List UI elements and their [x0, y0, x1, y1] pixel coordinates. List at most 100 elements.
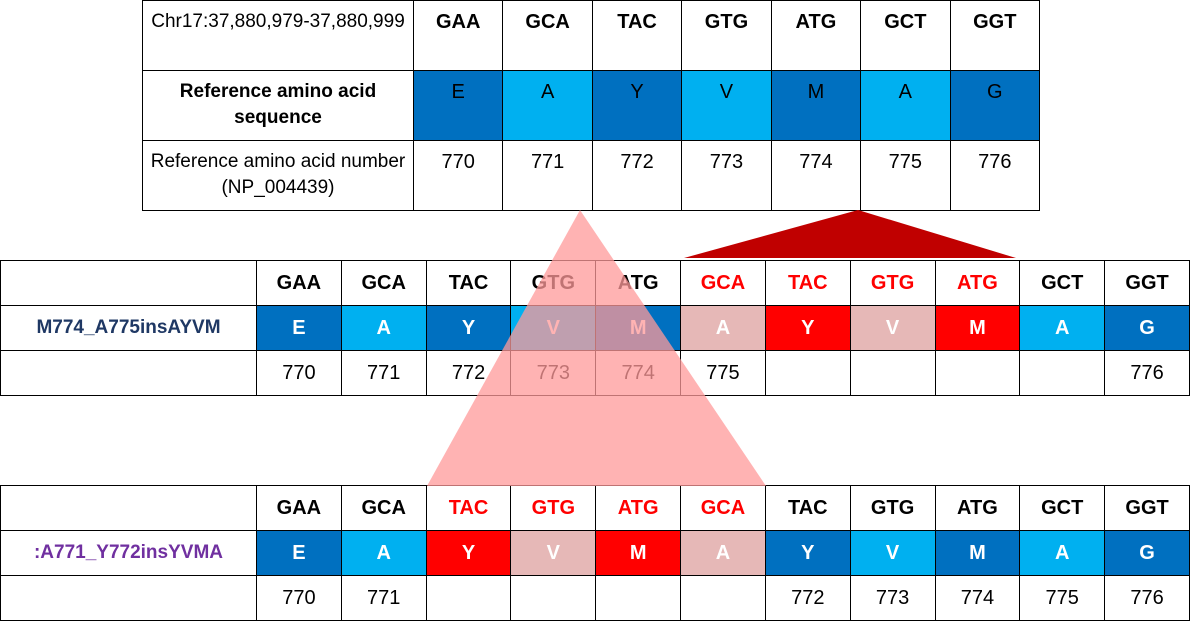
- ref-amino-acid: A: [502, 70, 593, 141]
- ref-aa-number: 771: [502, 140, 593, 211]
- mut1-amino-acid: G: [1104, 305, 1190, 351]
- ref-aa-number: 775: [860, 140, 951, 211]
- mut2-codon: GCA: [340, 485, 427, 531]
- reference-aa-row: Reference amino acid sequence E A Y V M …: [142, 70, 1041, 141]
- mut1-amino-acid: V: [510, 305, 597, 351]
- mut2-aa-number: [510, 575, 597, 621]
- ref-amino-acid: V: [681, 70, 772, 141]
- mut2-amino-acid: Y: [764, 530, 851, 576]
- mut2-codon: GTG: [849, 485, 936, 531]
- mut1-amino-acid: A: [1019, 305, 1106, 351]
- ref-codon: GAA: [412, 0, 504, 71]
- mut2-amino-acid: A: [680, 530, 766, 576]
- mut1-amino-acid: Y: [425, 305, 512, 351]
- mut1-aa-number: [764, 350, 851, 396]
- ref-aa-number: 774: [770, 140, 862, 211]
- empty-cell: [0, 485, 257, 531]
- mut1-codon: GCA: [340, 260, 427, 306]
- mut2-codon: GGT: [1104, 485, 1190, 531]
- mut2-aa-number: 770: [256, 575, 342, 621]
- mut1-aa-number: 774: [595, 350, 682, 396]
- mut2-amino-acid: V: [849, 530, 936, 576]
- mut2-aa-number: 773: [849, 575, 936, 621]
- mut2-amino-acid: E: [256, 530, 342, 576]
- mut1-aa-number: 770: [256, 350, 342, 396]
- mutation1-aa-row: M774_A775insAYVM E A Y V M A Y V M A G: [0, 305, 1190, 351]
- ref-codon: GGT: [949, 0, 1041, 71]
- mutation1-number-row: 770 771 772 773 774 775 776: [0, 350, 1190, 396]
- ref-aa-number: 776: [949, 140, 1041, 211]
- mut2-amino-acid: M: [595, 530, 682, 576]
- ref-codon: GCT: [860, 0, 951, 71]
- ref-amino-acid: Y: [591, 70, 683, 141]
- empty-cell: [0, 350, 257, 396]
- mut1-codon: TAC: [425, 260, 512, 306]
- ref-aa-number: 772: [591, 140, 683, 211]
- ref-amino-acid: A: [860, 70, 951, 141]
- mut1-aa-number: 771: [340, 350, 427, 396]
- mut1-codon: GCT: [1019, 260, 1106, 306]
- mutation1-table: GAA GCA TAC GTG ATG GCA TAC GTG ATG GCT …: [0, 260, 1190, 396]
- mut2-codon: GTG: [510, 485, 597, 531]
- ref-amino-acid: E: [412, 70, 504, 141]
- mut2-codon: GAA: [256, 485, 342, 531]
- ref-codon: GTG: [681, 0, 772, 71]
- ref-aa-number: 773: [681, 140, 772, 211]
- mut2-amino-acid: V: [510, 530, 597, 576]
- mut2-amino-acid: G: [1104, 530, 1190, 576]
- empty-cell: [0, 260, 257, 306]
- reference-codon-row: Chr17:37,880,979-37,880,999 GAA GCA TAC …: [142, 0, 1041, 71]
- insertion-wedge-mutation1: [684, 210, 1016, 258]
- ref-amino-acid: M: [770, 70, 862, 141]
- mutation2-name: :A771_Y772insYVMA: [0, 530, 257, 576]
- mutation1-codon-row: GAA GCA TAC GTG ATG GCA TAC GTG ATG GCT …: [0, 260, 1190, 306]
- ref-codon: GCA: [502, 0, 593, 71]
- mut2-codon: GCT: [1019, 485, 1106, 531]
- mut1-aa-number: 772: [425, 350, 512, 396]
- mut2-amino-acid: M: [934, 530, 1021, 576]
- reference-number-label: Reference amino acid number (NP_004439): [142, 140, 414, 211]
- reference-aa-label: Reference amino acid sequence: [142, 70, 414, 141]
- mut2-aa-number: 774: [934, 575, 1021, 621]
- mut2-aa-number: 776: [1104, 575, 1190, 621]
- ref-codon: ATG: [770, 0, 862, 71]
- mut2-aa-number: 775: [1019, 575, 1106, 621]
- reference-number-row: Reference amino acid number (NP_004439) …: [142, 140, 1041, 211]
- mut1-amino-acid: E: [256, 305, 342, 351]
- mutation2-table: GAA GCA TAC GTG ATG GCA TAC GTG ATG GCT …: [0, 485, 1190, 621]
- mut1-aa-number: [934, 350, 1021, 396]
- mut2-codon: TAC: [764, 485, 851, 531]
- mut2-aa-number: 771: [340, 575, 427, 621]
- ref-aa-number: 770: [412, 140, 504, 211]
- mut2-aa-number: [425, 575, 512, 621]
- ref-codon: TAC: [591, 0, 683, 71]
- genomic-position-label: Chr17:37,880,979-37,880,999: [142, 0, 414, 71]
- mut1-codon: ATG: [934, 260, 1021, 306]
- mutation2-codon-row: GAA GCA TAC GTG ATG GCA TAC GTG ATG GCT …: [0, 485, 1190, 531]
- mut2-amino-acid: A: [340, 530, 427, 576]
- mut1-aa-number: [849, 350, 936, 396]
- mut1-amino-acid: A: [340, 305, 427, 351]
- mut1-aa-number: 773: [510, 350, 597, 396]
- mut2-aa-number: 772: [764, 575, 851, 621]
- mutation1-name: M774_A775insAYVM: [0, 305, 257, 351]
- mut1-codon: GAA: [256, 260, 342, 306]
- mutation2-aa-row: :A771_Y772insYVMA E A Y V M A Y V M A G: [0, 530, 1190, 576]
- mut1-aa-number: 776: [1104, 350, 1190, 396]
- mut1-amino-acid: A: [680, 305, 766, 351]
- mut2-aa-number: [595, 575, 682, 621]
- mut1-codon: TAC: [764, 260, 851, 306]
- mut1-codon: ATG: [595, 260, 682, 306]
- mut2-codon: ATG: [595, 485, 682, 531]
- mut1-codon: GTG: [849, 260, 936, 306]
- mut1-amino-acid: M: [595, 305, 682, 351]
- mut1-amino-acid: M: [934, 305, 1021, 351]
- mut1-aa-number: 775: [680, 350, 766, 396]
- mut2-amino-acid: Y: [425, 530, 512, 576]
- mut2-codon: ATG: [934, 485, 1021, 531]
- mut2-aa-number: [680, 575, 766, 621]
- mutation2-number-row: 770 771 772 773 774 775 776: [0, 575, 1190, 621]
- mut2-codon: TAC: [425, 485, 512, 531]
- mut1-codon: GTG: [510, 260, 597, 306]
- empty-cell: [0, 575, 257, 621]
